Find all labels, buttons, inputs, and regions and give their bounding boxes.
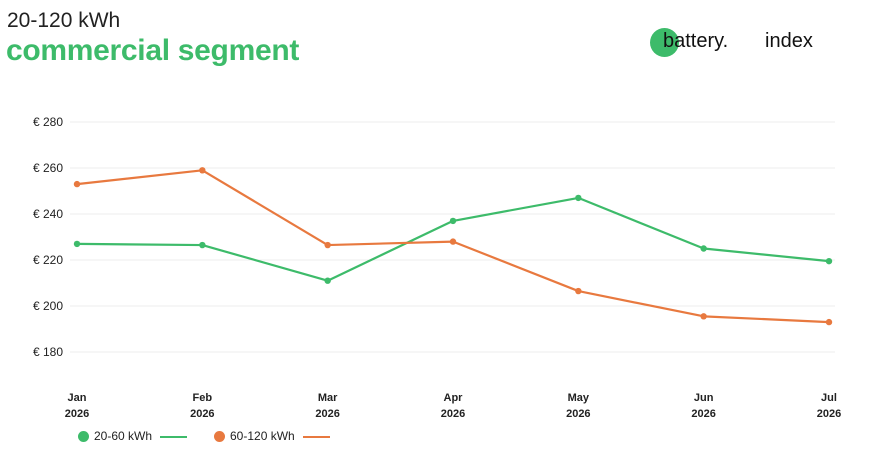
x-tick-label-year: 2026: [566, 408, 590, 420]
y-tick-label: € 240: [33, 207, 63, 221]
series-line-2: [76, 169, 830, 324]
x-tick-label-year: 2026: [65, 408, 89, 420]
legend-label-series-1: 20-60 kWh: [94, 429, 153, 443]
legend-line-series-1: [160, 436, 187, 438]
data-point-series-1: [73, 240, 81, 248]
x-tick-label-year: 2026: [315, 408, 339, 420]
brand-logo: battery. index: [650, 26, 850, 58]
x-tick-label-year: 2026: [190, 408, 214, 420]
data-point-series-2: [449, 238, 457, 245]
data-point-series-2: [324, 241, 331, 249]
data-point-series-2: [73, 180, 81, 188]
data-point-series-1: [825, 257, 833, 265]
legend-line-series-2: [303, 436, 330, 438]
x-tick-label-month: Jun: [694, 392, 714, 404]
data-point-series-1: [199, 241, 206, 249]
data-point-series-1: [449, 217, 457, 225]
data-point-series-1: [700, 245, 707, 252]
legend-dot-series-2: [214, 431, 225, 442]
x-tick-label-year: 2026: [691, 408, 715, 420]
y-tick-label: € 260: [33, 161, 63, 175]
x-tick-label-year: 2026: [441, 408, 465, 420]
data-point-series-1: [324, 277, 331, 284]
page-title: commercial segment: [6, 34, 300, 67]
x-tick-label-month: Jul: [821, 392, 837, 404]
y-tick-label: € 280: [33, 115, 63, 129]
x-tick-label-month: Apr: [444, 392, 464, 404]
y-tick-label: € 220: [33, 253, 63, 267]
legend-item-series-1: 20-60 kWh: [78, 428, 198, 446]
data-point-series-2: [575, 287, 582, 295]
data-point-series-2: [199, 167, 206, 174]
data-point-series-2: [825, 318, 833, 326]
x-tick-label-month: Feb: [193, 392, 213, 404]
data-point-series-2: [700, 313, 707, 320]
logo-dot-icon: [650, 28, 679, 57]
logo-word: battery.: [663, 30, 729, 52]
y-tick-label: € 200: [33, 299, 63, 313]
y-tick-label: € 180: [33, 345, 63, 359]
legend-dot-series-1: [78, 431, 89, 442]
data-point-series-1: [575, 194, 582, 202]
legend-item-series-2: 60-120 kWh: [214, 428, 344, 446]
x-tick-label-year: 2026: [817, 408, 841, 420]
subtitle: 20-120 kWh: [7, 9, 121, 32]
x-tick-label-month: Jan: [68, 392, 87, 404]
logo-index: index: [765, 30, 813, 52]
x-tick-label-month: May: [568, 392, 590, 404]
x-tick-label-month: Mar: [318, 392, 338, 404]
legend-label-series-2: 60-120 kWh: [230, 429, 295, 443]
